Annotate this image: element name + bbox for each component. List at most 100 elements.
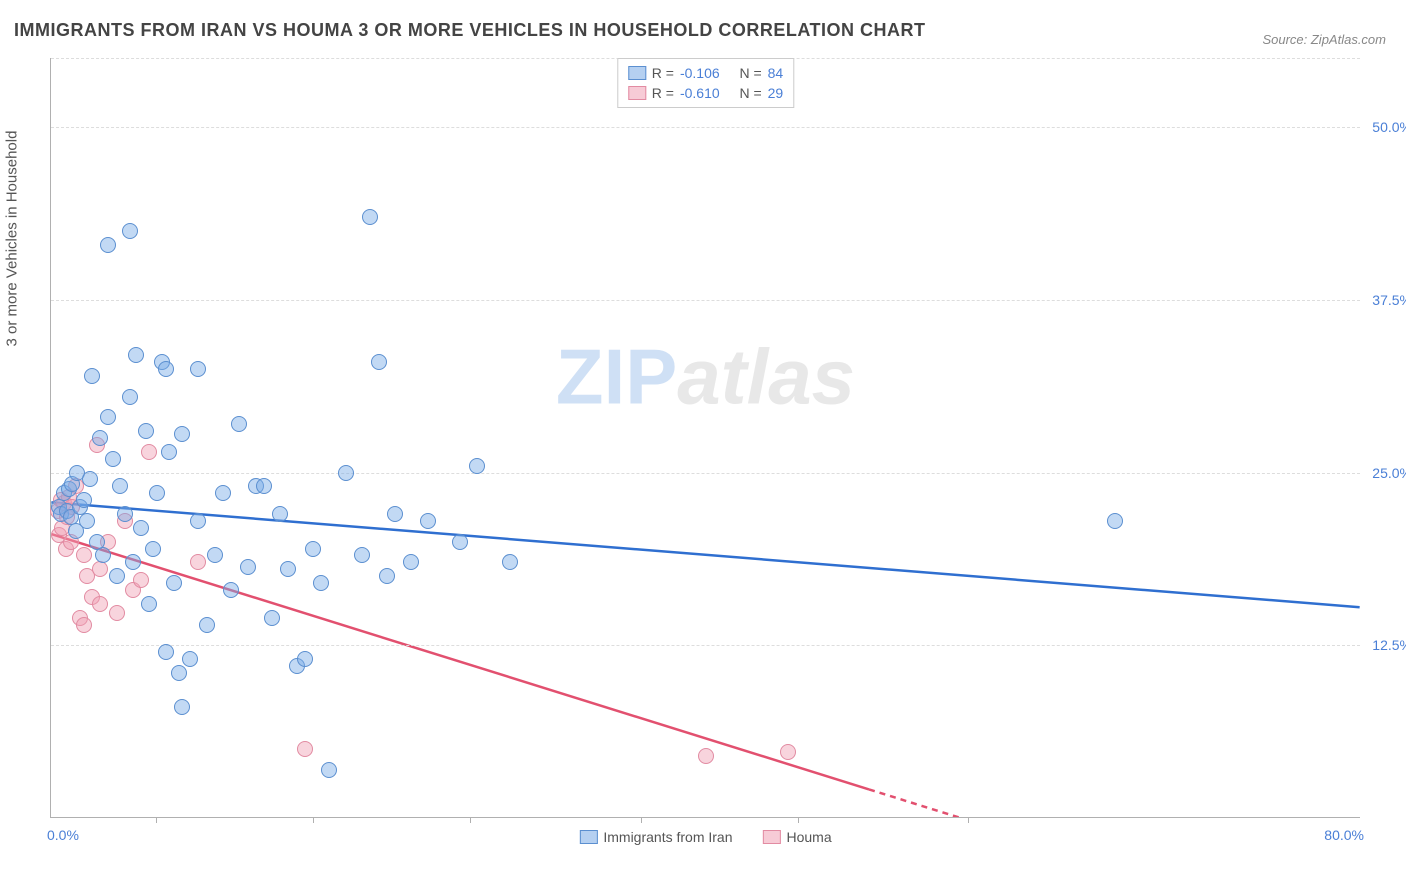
source-label: Source: ZipAtlas.com — [1262, 32, 1386, 47]
source-prefix: Source: — [1262, 32, 1310, 47]
ytick-label: 50.0% — [1372, 119, 1406, 135]
data-point — [297, 741, 313, 757]
data-point — [149, 485, 165, 501]
data-point — [502, 554, 518, 570]
data-point — [199, 617, 215, 633]
ytick-label: 12.5% — [1372, 637, 1406, 653]
data-point — [182, 651, 198, 667]
trend-line — [51, 502, 1359, 607]
data-point — [158, 361, 174, 377]
data-point — [264, 610, 280, 626]
data-point — [190, 513, 206, 529]
data-point — [362, 209, 378, 225]
trend-line — [51, 534, 869, 789]
data-point — [141, 596, 157, 612]
data-point — [403, 554, 419, 570]
ytick-label: 25.0% — [1372, 465, 1406, 481]
stats-row-pink: R = -0.610 N = 29 — [628, 83, 783, 103]
data-point — [698, 748, 714, 764]
data-point — [223, 582, 239, 598]
r-label: R = — [652, 65, 674, 81]
swatch-blue-icon — [628, 66, 646, 80]
data-point — [338, 465, 354, 481]
legend-label: Houma — [787, 829, 832, 845]
swatch-blue-icon — [579, 830, 597, 844]
r-label: R = — [652, 85, 674, 101]
page-title: IMMIGRANTS FROM IRAN VS HOUMA 3 OR MORE … — [14, 20, 926, 41]
n-label: N = — [739, 85, 761, 101]
data-point — [79, 513, 95, 529]
data-point — [240, 559, 256, 575]
data-point — [92, 561, 108, 577]
data-point — [109, 568, 125, 584]
data-point — [100, 409, 116, 425]
legend-label: Immigrants from Iran — [603, 829, 732, 845]
swatch-pink-icon — [628, 86, 646, 100]
r-value: -0.106 — [680, 65, 720, 81]
data-point — [138, 423, 154, 439]
data-point — [256, 478, 272, 494]
chart-area: ZIPatlas R = -0.106 N = 84 R = -0.610 N … — [50, 58, 1360, 818]
watermark-suffix: atlas — [677, 332, 855, 420]
data-point — [125, 554, 141, 570]
gridline — [51, 645, 1360, 646]
data-point — [371, 354, 387, 370]
data-point — [128, 347, 144, 363]
gridline — [51, 300, 1360, 301]
data-point — [161, 444, 177, 460]
data-point — [207, 547, 223, 563]
trend-lines — [51, 58, 1360, 817]
xtick-mark — [313, 817, 314, 823]
data-point — [100, 237, 116, 253]
xtick-mark — [470, 817, 471, 823]
data-point — [122, 389, 138, 405]
data-point — [95, 547, 111, 563]
n-label: N = — [739, 65, 761, 81]
ytick-label: 37.5% — [1372, 292, 1406, 308]
data-point — [297, 651, 313, 667]
gridline — [51, 127, 1360, 128]
data-point — [122, 223, 138, 239]
data-point — [354, 547, 370, 563]
data-point — [174, 699, 190, 715]
data-point — [141, 444, 157, 460]
data-point — [133, 572, 149, 588]
r-value: -0.610 — [680, 85, 720, 101]
data-point — [133, 520, 149, 536]
watermark-prefix: ZIP — [556, 332, 677, 420]
xtick-left: 0.0% — [47, 827, 79, 843]
data-point — [469, 458, 485, 474]
data-point — [379, 568, 395, 584]
series-legend: Immigrants from Iran Houma — [579, 829, 831, 845]
legend-item-pink: Houma — [763, 829, 832, 845]
source-name: ZipAtlas.com — [1311, 32, 1386, 47]
data-point — [280, 561, 296, 577]
stats-row-blue: R = -0.106 N = 84 — [628, 63, 783, 83]
data-point — [780, 744, 796, 760]
data-point — [305, 541, 321, 557]
data-point — [387, 506, 403, 522]
xtick-right: 80.0% — [1324, 827, 1364, 843]
n-value: 29 — [768, 85, 784, 101]
data-point — [1107, 513, 1123, 529]
data-point — [171, 665, 187, 681]
data-point — [215, 485, 231, 501]
legend-item-blue: Immigrants from Iran — [579, 829, 732, 845]
xtick-mark — [798, 817, 799, 823]
data-point — [112, 478, 128, 494]
data-point — [166, 575, 182, 591]
xtick-mark — [156, 817, 157, 823]
trend-line — [869, 789, 1033, 817]
data-point — [117, 506, 133, 522]
data-point — [452, 534, 468, 550]
data-point — [105, 451, 121, 467]
y-axis-label: 3 or more Vehicles in Household — [4, 131, 21, 347]
data-point — [158, 644, 174, 660]
data-point — [109, 605, 125, 621]
watermark: ZIPatlas — [556, 331, 855, 422]
data-point — [145, 541, 161, 557]
data-point — [272, 506, 288, 522]
gridline — [51, 473, 1360, 474]
xtick-mark — [968, 817, 969, 823]
data-point — [190, 361, 206, 377]
